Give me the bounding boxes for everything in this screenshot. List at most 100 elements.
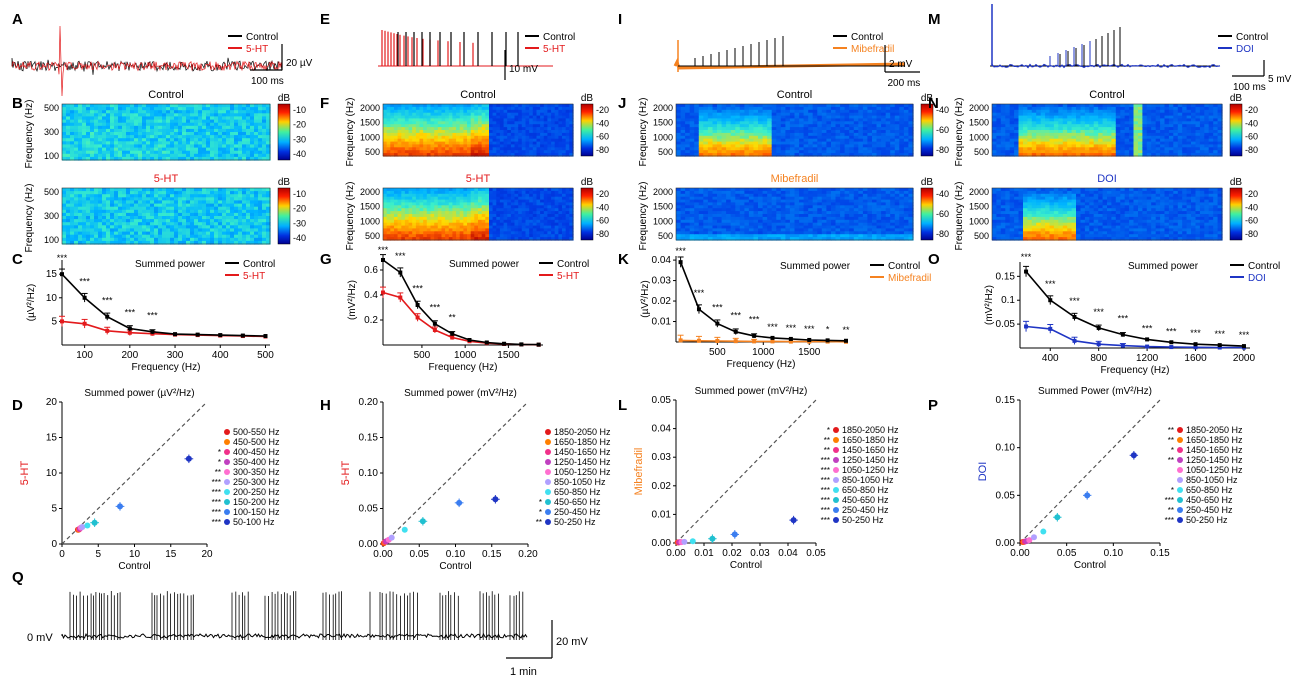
spectrogram-cell	[423, 219, 428, 224]
spectrogram-cell	[78, 240, 83, 245]
spectrogram-cell	[525, 211, 530, 215]
spectrogram-cell	[753, 144, 759, 148]
spectrogram-cell	[170, 200, 175, 205]
spectrogram-cell	[481, 147, 486, 151]
spectrogram-cell	[126, 222, 131, 226]
spectrogram-cell	[721, 124, 727, 128]
spectrogram-cell	[474, 214, 479, 218]
spectrogram-cell	[489, 193, 494, 198]
spectrogram-cell	[266, 153, 271, 158]
spectrogram-cell	[412, 193, 417, 198]
spectrogram-cell	[485, 188, 490, 192]
spectrogram-cell	[762, 115, 768, 120]
spectrogram-cell	[266, 216, 271, 220]
spectrogram-cell	[835, 138, 841, 143]
spectrogram-cell	[66, 132, 71, 136]
spectrogram-cell	[794, 115, 800, 120]
panel-label: B	[12, 95, 23, 112]
spectrogram-cell	[831, 153, 837, 157]
spectrogram-cell	[881, 106, 887, 111]
spectrogram-cell	[808, 124, 814, 128]
spectrogram-cell	[106, 153, 111, 158]
spectrogram-cell	[507, 211, 512, 215]
spectrogram-cell	[214, 107, 219, 111]
spectrogram-cell	[397, 130, 402, 134]
spectrogram-cell	[386, 188, 391, 192]
spectrogram-cell	[86, 194, 91, 198]
spectrogram-cell	[499, 132, 505, 137]
spectrogram-cell	[448, 138, 454, 143]
spectrogram-cell	[126, 116, 131, 121]
spectrogram-cell	[174, 203, 179, 208]
spectrogram-cell	[102, 125, 107, 130]
spectrogram-cell	[383, 211, 388, 215]
spectrogram-cell	[448, 225, 454, 230]
spectrogram-cell	[867, 127, 873, 131]
spectrogram-cell	[726, 104, 732, 108]
spectrogram-cell	[551, 104, 556, 108]
spectrogram-cell	[142, 116, 147, 121]
spectrogram-cell	[214, 212, 219, 217]
spectrogram-cell	[831, 138, 837, 143]
spectrogram-cell	[532, 150, 538, 154]
spectrogram-cell	[489, 144, 494, 148]
spectrogram-cell	[735, 106, 741, 111]
spectrogram-cell	[234, 156, 239, 161]
spectrogram-cell	[430, 153, 435, 157]
spectrogram-cell	[478, 234, 483, 238]
spectrogram-cell	[726, 144, 732, 148]
spectrogram-cell	[408, 144, 413, 148]
spectrogram-cell	[698, 121, 704, 125]
spectrogram-cell	[739, 135, 745, 140]
spectrogram-cell	[812, 153, 818, 157]
spectrogram-cell	[423, 205, 428, 209]
spectrogram-cell	[258, 216, 263, 220]
legend-entry: 200-250 Hz	[233, 487, 280, 497]
spectrogram-cell	[250, 135, 255, 139]
spectrogram-cell	[492, 202, 497, 206]
spectrogram-cell	[445, 135, 450, 140]
spectrogram-cell	[525, 109, 530, 114]
spectrogram-cell	[503, 147, 508, 151]
spectrogram-cell	[412, 202, 417, 206]
spectrogram-cell	[90, 132, 95, 136]
spectrogram-cell	[540, 219, 545, 224]
spectrogram-cell	[459, 135, 464, 140]
spectrogram-cell	[540, 132, 545, 137]
spectrogram-cell	[130, 197, 135, 201]
spectrogram-cell	[86, 125, 91, 130]
spectrogram-cell	[118, 225, 123, 229]
spectrogram-cell	[489, 124, 494, 128]
spectrogram-cell	[492, 104, 497, 108]
spectrogram-cell	[858, 132, 864, 137]
spectrogram-cell	[262, 147, 267, 152]
spectrogram-cell	[510, 138, 516, 143]
spectrogram-cell	[412, 234, 417, 238]
spectrogram-cell	[821, 112, 827, 117]
spectrogram-cell	[142, 209, 147, 214]
spectrogram-cell	[210, 234, 215, 239]
spectrogram-cell	[146, 228, 151, 233]
spectrogram-cell	[198, 153, 203, 158]
spectrogram-cell	[867, 130, 873, 134]
spectrogram-cell	[437, 150, 443, 154]
spectrogram-cell	[254, 219, 259, 223]
spectrogram-cell	[558, 188, 563, 192]
spectrogram-cell	[551, 127, 556, 131]
spectrogram-cell	[529, 228, 534, 232]
spectrogram-cell	[876, 109, 882, 114]
spectrogram-cell	[694, 109, 700, 114]
spectrogram-cell	[202, 240, 207, 245]
spectrogram-cell	[445, 150, 450, 154]
legend-entry: 300-350 Hz	[233, 467, 280, 477]
spectrogram-cell	[459, 237, 464, 241]
spectrogram-cell	[198, 125, 203, 130]
spectrogram-cell	[102, 119, 107, 124]
spectrogram-cell	[543, 234, 549, 238]
spectrogram-cell	[434, 219, 439, 224]
spectrogram-cell	[489, 211, 494, 215]
spectrogram-cell	[529, 141, 534, 146]
spectrogram-cell	[412, 147, 417, 151]
spectrogram-cell	[799, 150, 805, 154]
spectrogram-cell	[510, 144, 516, 148]
